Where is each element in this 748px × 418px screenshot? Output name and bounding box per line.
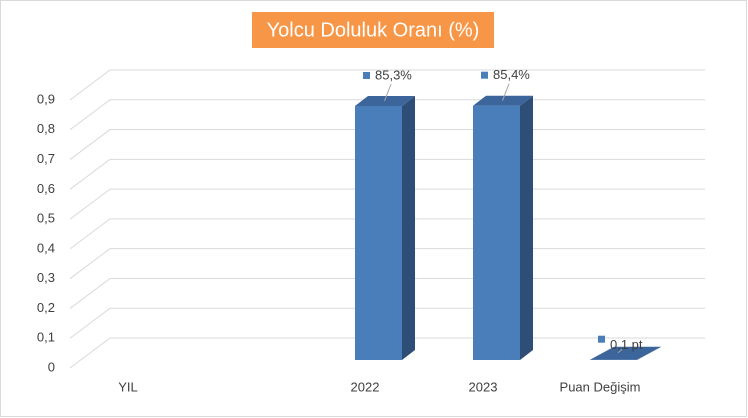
title-box (252, 12, 494, 48)
label-marker (363, 71, 370, 79)
y-tick-label: 0,9 (37, 91, 55, 106)
data-label: 85,3% (375, 67, 412, 82)
chart-title: Yolcu Doluluk Oranı (%) (267, 19, 480, 41)
y-tick-label: 0,7 (37, 151, 55, 166)
leader-line (384, 83, 392, 102)
y-tick-label: 0,8 (37, 121, 55, 136)
x-tick-label: 2023 (469, 379, 498, 394)
x-tick-label: Puan Değişim (560, 379, 641, 394)
bar-side (520, 95, 533, 360)
data-label: 0,1 pt (610, 337, 643, 352)
bar-front (355, 105, 402, 361)
label-marker (481, 71, 488, 79)
y-tick-label: 0,4 (37, 240, 55, 255)
bar-side (402, 95, 415, 361)
bar-front (473, 105, 520, 360)
grid-line (69, 69, 705, 101)
x-tick-label: 2022 (351, 379, 380, 394)
bar-top (590, 346, 661, 360)
bar-side (637, 346, 661, 360)
leader-line (617, 348, 623, 354)
y-tick-label: 0 (48, 359, 55, 374)
y-tick-label: 0,5 (37, 211, 55, 226)
label-marker (598, 335, 605, 343)
y-tick-label: 0,6 (37, 181, 55, 196)
y-tick-label: 0,2 (37, 300, 55, 315)
x-tick-label: YIL (118, 379, 138, 394)
data-label: 85,4% (493, 67, 530, 82)
leader-line (502, 83, 510, 101)
y-tick-label: 0,3 (37, 270, 55, 285)
y-tick-label: 0,1 (37, 330, 55, 345)
